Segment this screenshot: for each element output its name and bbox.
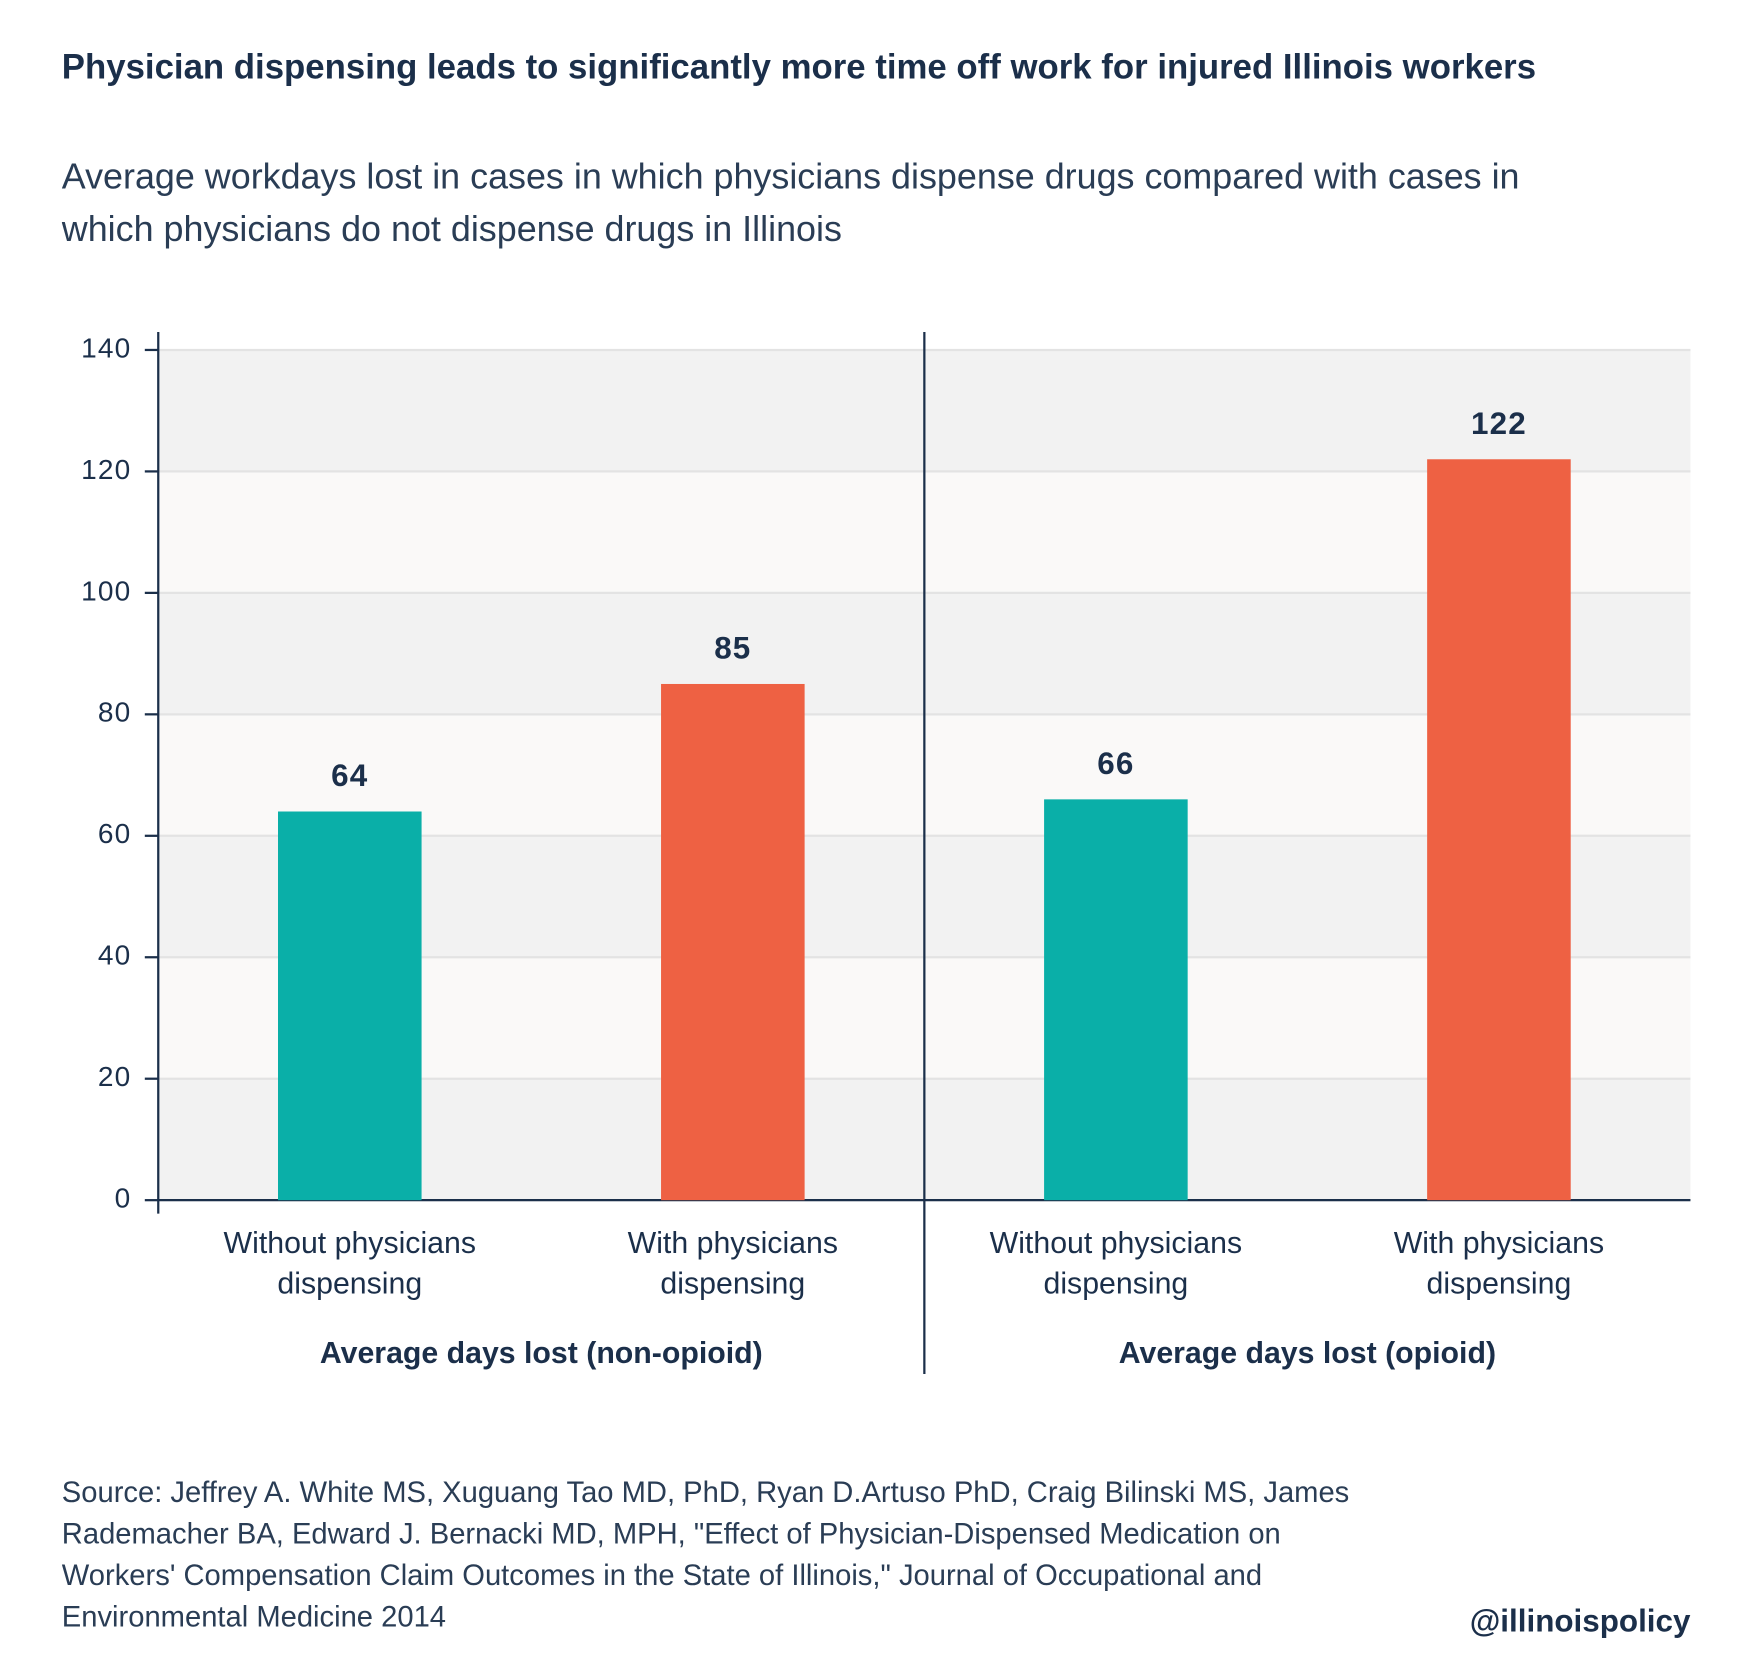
x-tick-label: With physicians dispensing [627, 1225, 839, 1301]
bar [1044, 799, 1188, 1201]
x-tick-label: Without physicians dispensing [223, 1225, 477, 1301]
value-label: 85 [714, 631, 751, 666]
x-tick-label-box: Without physicians dispensing [223, 1225, 477, 1301]
chart-title: Physician dispensing leads to significan… [61, 47, 1537, 87]
x-tick-label: With physicians dispensing [1393, 1225, 1605, 1301]
x-tick-label-box: With physicians dispensing [1393, 1225, 1605, 1301]
source: Source: Jeffrey A. White MS, Xuguang Tao… [61, 1474, 1350, 1634]
subtitle-box: Average workdays lost in cases in which … [61, 155, 1520, 250]
x-tick-label-box: Without physicians dispensing [989, 1225, 1243, 1301]
y-tick-label: 40 [98, 940, 131, 971]
x-tick-label-box: With physicians dispensing [627, 1225, 839, 1301]
y-tick-label: 60 [98, 818, 131, 849]
y-tick-label: 20 [98, 1061, 131, 1092]
y-tick-label: 120 [81, 454, 131, 485]
bar [1427, 459, 1571, 1201]
bar [661, 683, 805, 1201]
y-tick-label: 80 [98, 697, 131, 728]
title-box: Physician dispensing leads to significan… [61, 47, 1537, 87]
x-tick-label: Without physicians dispensing [989, 1225, 1243, 1301]
value-label: 122 [1471, 406, 1527, 441]
value-label: 66 [1097, 746, 1134, 781]
group-label: Average days lost (non-opioid) [320, 1337, 763, 1370]
source-box: Source: Jeffrey A. White MS, Xuguang Tao… [61, 1474, 1350, 1634]
y-tick-label: 140 [81, 332, 131, 363]
y-tick-label: 0 [115, 1183, 132, 1214]
bar [277, 811, 422, 1201]
chart-subtitle: Average workdays lost in cases in which … [61, 155, 1520, 250]
y-tick-label: 100 [81, 575, 131, 606]
credit: @illinoispolicy [1470, 1603, 1691, 1638]
group-label: Average days lost (opioid) [1119, 1337, 1496, 1370]
value-label: 64 [331, 758, 368, 793]
